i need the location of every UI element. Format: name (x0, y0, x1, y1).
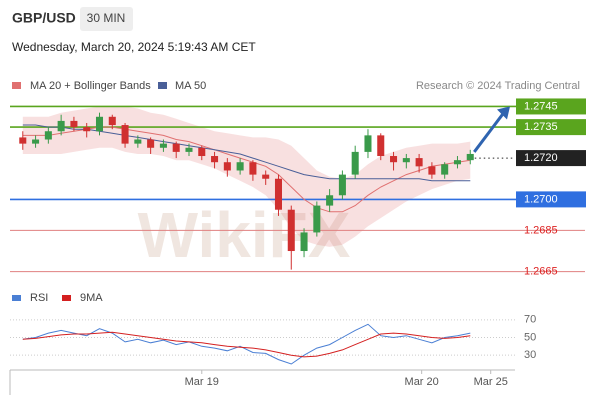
level-label: 1.2745 (524, 100, 558, 112)
level-box (516, 191, 586, 208)
candle-body (466, 153, 474, 161)
candle-body (70, 120, 78, 128)
rsi-line (22, 331, 471, 358)
x-tick-label: Mar 19 (185, 376, 219, 388)
level-label: 1.2700 (524, 193, 558, 205)
candle-body (44, 131, 52, 140)
candle-body (236, 162, 244, 171)
candle-body (32, 139, 40, 144)
level-box (516, 119, 586, 136)
candle-body (83, 127, 91, 132)
legend-swatch (62, 295, 71, 301)
level-label: 1.2720 (524, 152, 558, 164)
candle-body (198, 147, 206, 157)
candle-body (57, 120, 65, 132)
candle-body (364, 135, 372, 152)
legend-label: RSI (30, 292, 48, 304)
symbol: GBP/USD (12, 10, 76, 26)
legend-swatch (12, 295, 21, 301)
candle-body (313, 205, 321, 233)
candle-body (326, 195, 334, 206)
candle-body (415, 158, 423, 167)
level-label: 1.2665 (524, 266, 558, 278)
timeframe-badge (80, 7, 133, 31)
candle-body (121, 125, 129, 144)
candle-body (223, 162, 231, 171)
rsi-line (22, 323, 471, 365)
target-arrow-head (497, 106, 510, 120)
datetime: Wednesday, March 20, 2024 5:19:43 AM CET (12, 40, 256, 54)
candle-body (351, 151, 359, 175)
y-tick-label: 50 (524, 331, 536, 343)
candle-body (19, 137, 27, 144)
x-tick-label: Mar 25 (474, 376, 508, 388)
target-arrow (473, 111, 506, 153)
legend-label: 9MA (80, 292, 103, 304)
level-label: 1.2685 (524, 224, 558, 236)
source: Research © 2024 Trading Central (416, 80, 580, 92)
level-box (516, 150, 586, 167)
legend-swatch (158, 82, 167, 89)
level-box (516, 98, 586, 115)
timeframe: 30 MIN (87, 11, 126, 25)
candle-body (262, 174, 270, 179)
candle-body (453, 160, 461, 165)
legend-label: MA 20 + Bollinger Bands (30, 80, 151, 92)
candle-body (274, 178, 282, 210)
candle-body (159, 143, 167, 148)
candle-body (402, 158, 410, 163)
legend-label: MA 50 (175, 80, 206, 92)
candle-body (428, 166, 436, 175)
x-tick-label: Mar 20 (405, 376, 439, 388)
legend-swatch (12, 82, 21, 89)
level-label: 1.2735 (524, 121, 558, 133)
candle-body (338, 174, 346, 196)
candle-body (300, 232, 308, 252)
candle-body (172, 143, 180, 152)
candle-body (249, 162, 257, 175)
candle-body (390, 156, 398, 163)
candle-body (147, 139, 155, 148)
y-tick-label: 70 (524, 314, 536, 326)
candle-body (95, 116, 104, 132)
y-tick-label: 30 (524, 349, 536, 361)
candle-body (185, 147, 193, 152)
candle-body (377, 135, 385, 157)
candle-body (211, 156, 219, 163)
candle-body (108, 116, 116, 126)
candle-body (441, 164, 449, 175)
candle-body (134, 139, 142, 144)
candle-body (287, 209, 295, 252)
